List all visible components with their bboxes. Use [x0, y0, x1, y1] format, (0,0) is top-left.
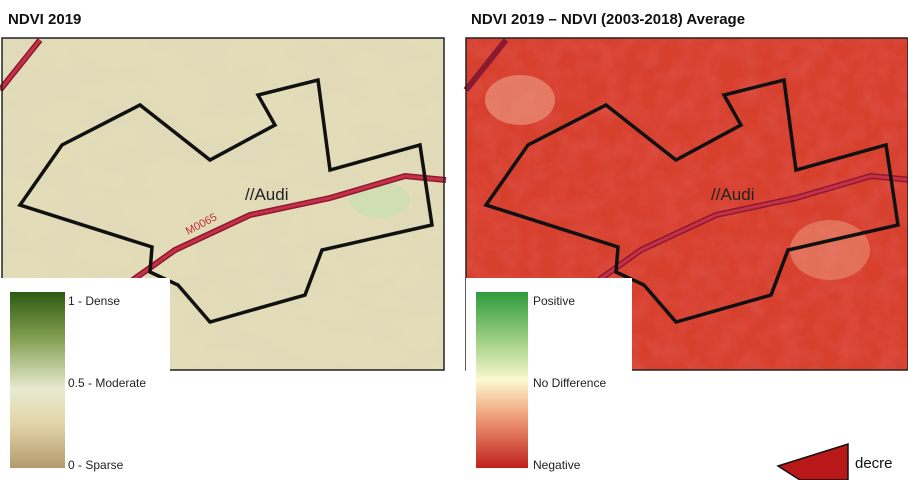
legend-label: No Difference [533, 376, 606, 390]
patch [485, 75, 555, 125]
legend-ramp [10, 292, 65, 468]
panel-title: NDVI 2019 – NDVI (2003-2018) Average [471, 11, 745, 28]
road [595, 174, 908, 284]
map-frame [1, 37, 445, 371]
road [0, 39, 42, 91]
road [129, 174, 447, 284]
place-label: //Audi [245, 185, 288, 204]
road [463, 38, 509, 92]
legend-ramp [476, 292, 528, 468]
arrow-icon [776, 442, 849, 480]
panel-title: NDVI 2019 [8, 11, 81, 28]
legend-label: 0 - Sparse [68, 458, 124, 472]
patch [790, 220, 870, 280]
legend-label: Negative [533, 458, 581, 472]
legend-label: 1 - Dense [68, 294, 120, 308]
legend-label: 0.5 - Moderate [68, 376, 146, 390]
place-label: //Audi [711, 185, 754, 204]
legend-label: Positive [533, 294, 575, 308]
arrow-label: decre [855, 455, 893, 472]
vegetation-patch [350, 182, 410, 218]
map-frame [465, 37, 908, 371]
